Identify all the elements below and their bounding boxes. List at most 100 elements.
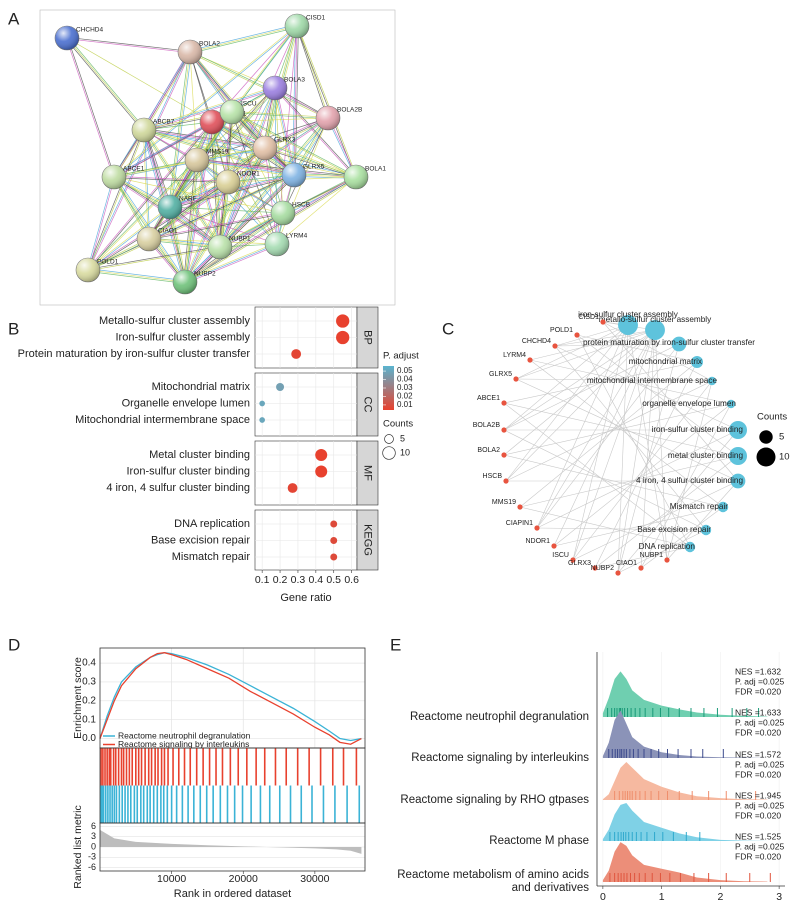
cnet-edge — [536, 324, 629, 529]
node-shine — [158, 195, 182, 219]
network-edge — [171, 206, 187, 282]
gene-label: ABCE1 — [477, 395, 500, 402]
cnet-edge — [554, 324, 629, 347]
network-edge — [148, 181, 228, 239]
y-axis-title: Enrichment score — [72, 657, 84, 739]
network-edge — [114, 52, 191, 178]
node-shine — [102, 165, 126, 189]
term-label: mitochondrial matrix — [629, 357, 702, 366]
network-edge — [67, 36, 191, 52]
network-edge — [86, 176, 114, 270]
network-edge — [143, 131, 294, 177]
cnet-edge — [553, 403, 732, 547]
term-label: DNA replication — [639, 542, 696, 551]
cnet-edge — [503, 403, 732, 456]
cnet-edge — [576, 334, 739, 457]
panel-label: C — [442, 319, 454, 338]
network-edge — [67, 37, 115, 177]
y-axis-title: Ranked list metric — [72, 805, 84, 888]
gene-node — [615, 570, 621, 576]
node-label: CIAO1 — [158, 228, 178, 235]
panel-label: E — [390, 635, 401, 654]
network-edge — [148, 211, 283, 239]
network-edge — [169, 206, 284, 214]
network-edge — [197, 158, 295, 174]
x-tick-label: 0.5 — [326, 574, 341, 586]
cnet-edge — [554, 345, 739, 431]
node-label: ABCB7 — [153, 119, 175, 126]
term-node — [707, 376, 717, 386]
node-label: POLD1 — [97, 259, 119, 266]
y-tick-label: Protein maturation by iron-sulfur cluste… — [18, 348, 251, 360]
network-edge — [143, 87, 276, 131]
network-edge — [195, 160, 219, 248]
cnet-edge — [503, 329, 656, 456]
colorbar-tick-label: 0.04 — [397, 375, 413, 384]
gene-label: POLD1 — [550, 327, 573, 334]
y-tick-label: 3 — [91, 831, 96, 841]
gene-label: HSCB — [483, 473, 503, 480]
metric-area — [100, 829, 362, 854]
gene-node — [517, 504, 523, 510]
y-tick-label: 0.4 — [82, 658, 96, 669]
term-label: iron-sulfur cluster assembly — [578, 310, 679, 319]
network-edge — [169, 87, 276, 208]
colorbar-tick-label: 0.01 — [397, 400, 413, 409]
network-edge — [149, 213, 284, 241]
y-tick-label: Reactome metabolism of amino acids and de… — [397, 869, 589, 894]
gene-node — [503, 478, 509, 484]
gene-node — [501, 427, 507, 433]
gene-label: ISCU — [552, 552, 569, 559]
network-edge — [113, 158, 197, 177]
network-edge — [265, 146, 357, 177]
stat-annotation: FDR =0.020 — [735, 769, 781, 779]
gene-node — [552, 343, 558, 349]
node-shine — [216, 170, 240, 194]
cnet-edge — [554, 343, 680, 347]
y-tick-label: -3 — [88, 852, 96, 862]
cnet-edge — [503, 429, 707, 531]
hits-frame — [99, 747, 366, 824]
cnet-edge — [503, 324, 629, 431]
cnet-edge — [505, 329, 656, 482]
legend-label: Reactome neutrophil degranulation — [118, 730, 251, 740]
network-edge — [88, 177, 116, 271]
gene-node — [638, 565, 644, 571]
cnet-edge — [666, 380, 713, 561]
gene-label: BOLA2B — [473, 422, 501, 429]
dot — [276, 383, 285, 391]
network-edge — [144, 128, 295, 174]
network-edge — [185, 177, 357, 284]
stat-annotation: FDR =0.020 — [735, 810, 781, 820]
stat-annotation: NES =1.525 — [735, 831, 781, 841]
ridge — [602, 762, 768, 800]
node-shine — [185, 148, 209, 172]
ridge — [602, 671, 768, 717]
cnet-edge — [617, 529, 707, 574]
y-tick-label: Metallo-sulfur cluster assembly — [99, 315, 250, 327]
network-edge — [169, 206, 186, 283]
cnet-edge — [572, 329, 656, 561]
dot — [259, 417, 265, 423]
network-edge — [232, 111, 357, 177]
network-edge — [232, 110, 329, 118]
network-edge — [231, 112, 328, 120]
cnet-edge — [666, 480, 739, 561]
gene-node — [600, 319, 606, 325]
network-edge — [189, 25, 298, 53]
network-edge — [282, 117, 329, 214]
gene-label: MMS19 — [492, 499, 516, 506]
y-tick-label: Mitochondrial intermembrane space — [75, 414, 250, 426]
network-edge — [148, 121, 212, 239]
stat-annotation: FDR =0.020 — [735, 686, 781, 696]
network-edge — [196, 161, 294, 177]
gene-node — [527, 357, 533, 363]
network-edge — [143, 86, 275, 130]
network-edge — [295, 26, 299, 176]
network-edge — [196, 159, 221, 248]
stat-annotation: P. adj =0.025 — [735, 841, 785, 851]
cnet-edge — [515, 329, 656, 380]
network-edge — [66, 37, 213, 123]
network-edge — [87, 206, 170, 270]
network-edge — [196, 159, 284, 214]
